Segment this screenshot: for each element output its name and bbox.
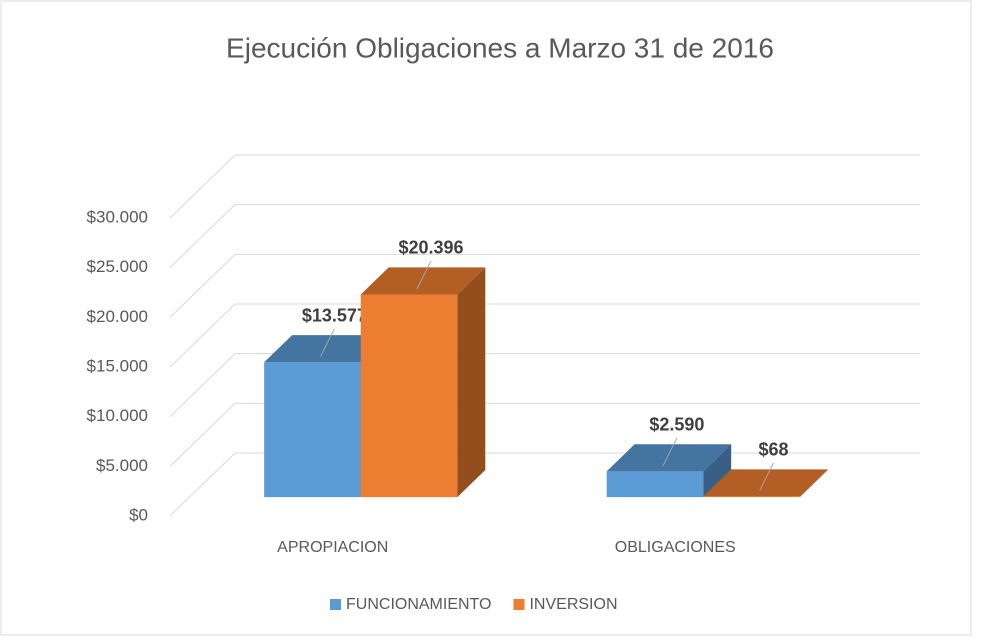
chart-title: Ejecución Obligaciones a Marzo 31 de 201… bbox=[226, 32, 774, 63]
bar-front bbox=[606, 471, 704, 498]
y-tick-label: $15.000 bbox=[87, 356, 148, 375]
bar-front bbox=[264, 362, 361, 498]
grid-line-side bbox=[169, 204, 236, 269]
bar-side bbox=[799, 469, 828, 498]
y-tick-label: $5.000 bbox=[96, 456, 148, 475]
y-tick-label: $10.000 bbox=[87, 406, 148, 425]
legend-label: FUNCIONAMIENTO bbox=[346, 596, 491, 613]
bar-side bbox=[703, 444, 732, 498]
y-tick-label: $20.000 bbox=[87, 307, 148, 326]
grid-line-side bbox=[169, 402, 236, 467]
legend-label: INVERSION bbox=[529, 596, 617, 613]
bar bbox=[606, 444, 732, 498]
bar-top bbox=[703, 469, 828, 497]
y-tick-label: $0 bbox=[129, 505, 148, 524]
grid-line-side bbox=[169, 452, 236, 517]
grid-line-side bbox=[169, 353, 236, 418]
grid-line-side bbox=[169, 154, 236, 219]
x-tick-label: OBLIGACIONES bbox=[615, 539, 736, 556]
legend-swatch bbox=[330, 599, 341, 610]
grid-line-side bbox=[169, 253, 236, 318]
bar-front bbox=[360, 294, 458, 498]
grid-line-side bbox=[169, 303, 236, 368]
bar-top bbox=[360, 267, 486, 295]
bar-side bbox=[457, 267, 486, 498]
bar bbox=[703, 469, 828, 498]
data-label: $2.590 bbox=[649, 415, 704, 435]
y-tick-label: $25.000 bbox=[87, 257, 148, 276]
bar-top bbox=[606, 444, 732, 472]
leader-line bbox=[662, 437, 678, 467]
data-label: $20.396 bbox=[398, 238, 463, 258]
y-tick-label: $30.000 bbox=[87, 207, 148, 226]
leader-line bbox=[759, 462, 774, 492]
bar-top bbox=[264, 335, 389, 363]
x-tick-label: APROPIACION bbox=[277, 539, 388, 556]
data-label: $68 bbox=[758, 440, 788, 460]
leader-line bbox=[319, 328, 335, 357]
data-label: $13.577 bbox=[302, 305, 367, 325]
bar-front bbox=[703, 496, 800, 498]
bar bbox=[360, 267, 486, 498]
leader-line bbox=[416, 260, 432, 290]
legend-swatch bbox=[513, 599, 525, 610]
